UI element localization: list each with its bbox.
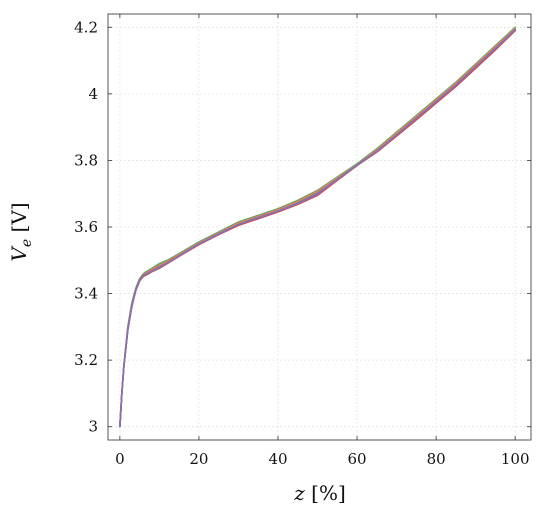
grid	[108, 14, 531, 440]
y-tick-label: 3	[88, 418, 98, 436]
y-tick-label: 3.8	[74, 151, 98, 169]
plot-frame	[107, 13, 532, 441]
y-tick-label: 4	[88, 85, 98, 103]
y-tick-label: 3.6	[74, 218, 98, 236]
x-tick-label: 100	[501, 450, 530, 468]
series-line-4	[119, 29, 516, 428]
y-tick-label: 3.2	[74, 351, 98, 369]
x-tick-label: 80	[427, 450, 446, 468]
series-line-3	[119, 27, 516, 428]
series-lines	[119, 26, 516, 428]
tick-marks	[108, 14, 531, 440]
y-tick-label: 4.2	[74, 18, 98, 36]
x-tick-label: 60	[348, 450, 367, 468]
y-tick-labels: 3 3.2 3.4 3.6 3.8 4 4.2	[74, 18, 98, 435]
x-tick-label: 20	[189, 450, 208, 468]
x-axis-label: z [%]	[293, 481, 346, 505]
x-tick-labels: 0 20 40 60 80 100	[115, 450, 529, 468]
series-line-5	[119, 29, 516, 428]
y-tick-label: 3.4	[74, 285, 98, 303]
x-tick-label: 40	[268, 450, 287, 468]
series-line-6	[119, 28, 516, 428]
series-line-1	[119, 28, 516, 428]
x-tick-label: 0	[115, 450, 125, 468]
y-axis-label: Ve [V]	[7, 202, 35, 261]
